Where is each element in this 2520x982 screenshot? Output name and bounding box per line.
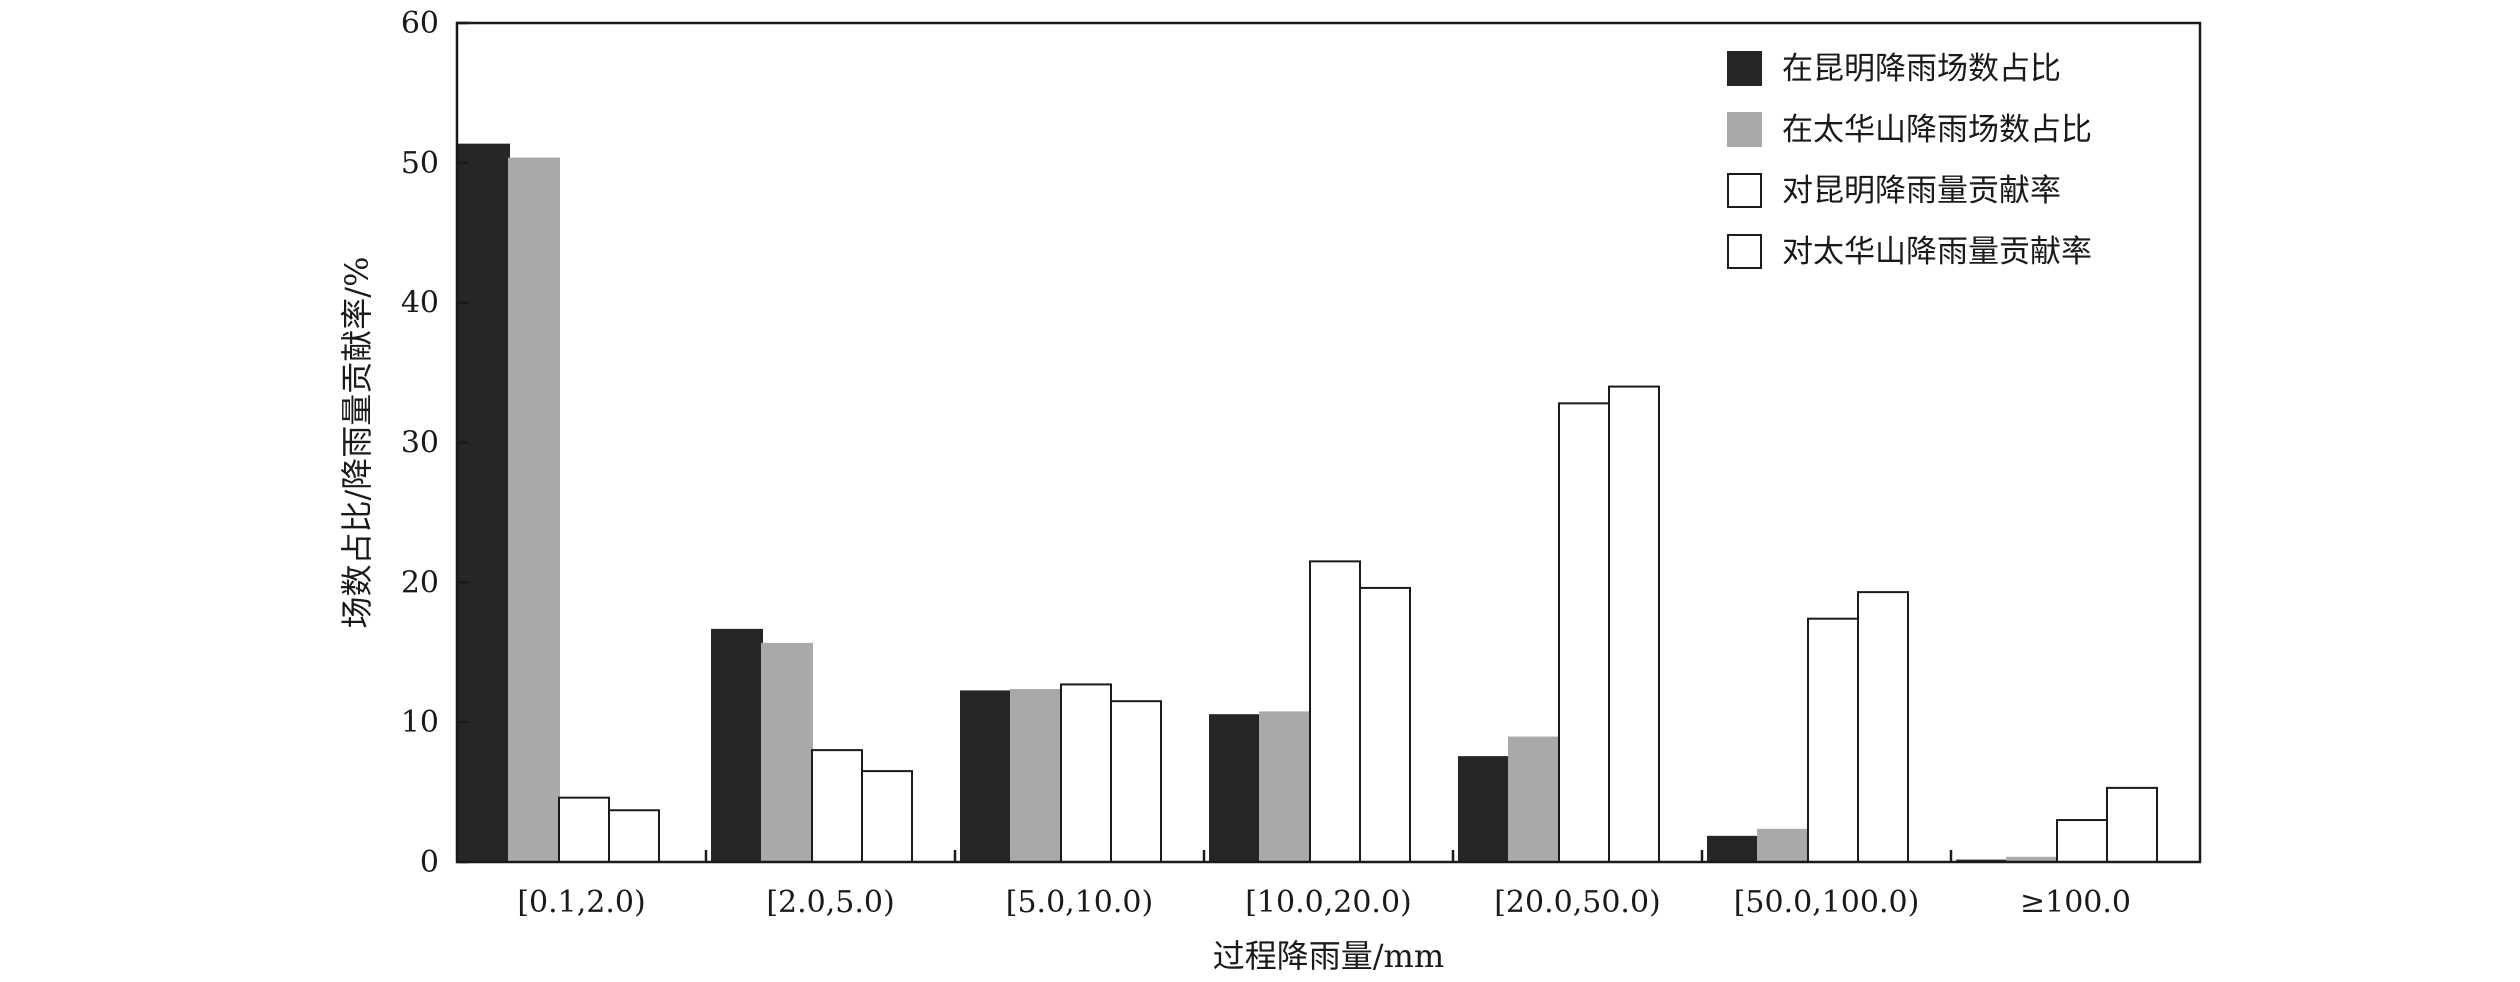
x-tick-label: [2.0,5.0)	[766, 885, 894, 920]
bar-series-4	[1110, 700, 1162, 863]
bar-series-4	[1857, 591, 1909, 863]
x-tick-label: [0.1,2.0)	[517, 885, 645, 920]
y-tick-label: 50	[401, 146, 439, 181]
x-tick-label: ≥100.0	[2020, 885, 2131, 920]
bar-series-1	[711, 628, 763, 863]
x-tick-label: [50.0,100.0)	[1734, 885, 1920, 920]
y-axis-title: 场数占比/降雨量贡献率/%	[338, 257, 376, 629]
bar-series-4	[1359, 586, 1411, 864]
y-tick-label: 60	[401, 6, 439, 41]
bar-series-4	[1608, 385, 1660, 863]
bar-series-1	[1707, 835, 1759, 864]
legend-swatch-2	[1727, 112, 1762, 147]
bar-series-1	[1209, 714, 1261, 863]
y-tick-label: 30	[401, 426, 439, 461]
legend-swatch-4	[1727, 234, 1762, 269]
y-tick-label: 10	[401, 705, 439, 740]
x-tick-label: [10.0,20.0)	[1245, 885, 1412, 920]
y-axis: 0 10 20 30 40 50 60	[401, 6, 469, 880]
bar-series-3	[558, 796, 610, 864]
x-axis-title: 过程降雨量/mm	[1213, 937, 1444, 975]
legend-label-2: 在太华山降雨场数占比	[1782, 112, 2092, 148]
bar-series-3	[811, 749, 863, 864]
bar-series-4	[861, 770, 913, 864]
x-tick-label: [5.0,10.0)	[1006, 885, 1153, 920]
bar-series-3	[1558, 402, 1610, 863]
bar-series-2	[1010, 689, 1062, 863]
bar-series-3	[1807, 617, 1859, 863]
bar-series-1	[1458, 756, 1510, 863]
legend-label-3: 对昆明降雨量贡献率	[1782, 173, 2061, 209]
legend-swatch-3	[1727, 173, 1762, 208]
bars-layer	[458, 143, 2158, 864]
bar-series-2	[761, 642, 813, 863]
bar-series-2	[1508, 736, 1560, 864]
y-tick-label: 40	[401, 286, 439, 321]
bar-series-3	[2056, 819, 2108, 863]
x-tick-label: [20.0,50.0)	[1494, 885, 1661, 920]
bar-series-1	[960, 690, 1012, 863]
bar-series-2	[1259, 711, 1311, 864]
x-axis: [0.1,2.0) [2.0,5.0) [5.0,10.0) [10.0,20.0) […	[517, 850, 2131, 920]
y-tick-label: 20	[401, 565, 439, 600]
bar-series-3	[1309, 560, 1361, 863]
bar-series-1	[458, 143, 510, 863]
bar-series-3	[1060, 683, 1112, 864]
bar-series-2	[508, 157, 560, 864]
legend-label-4: 对太华山降雨量贡献率	[1782, 234, 2092, 270]
y-tick-label: 0	[420, 845, 439, 880]
legend-label-1: 在昆明降雨场数占比	[1782, 51, 2061, 87]
bar-series-4	[2106, 786, 2158, 863]
legend-swatch-1	[1727, 51, 1762, 86]
bar-series-2	[1757, 828, 1809, 863]
bar-series-4	[608, 809, 660, 863]
